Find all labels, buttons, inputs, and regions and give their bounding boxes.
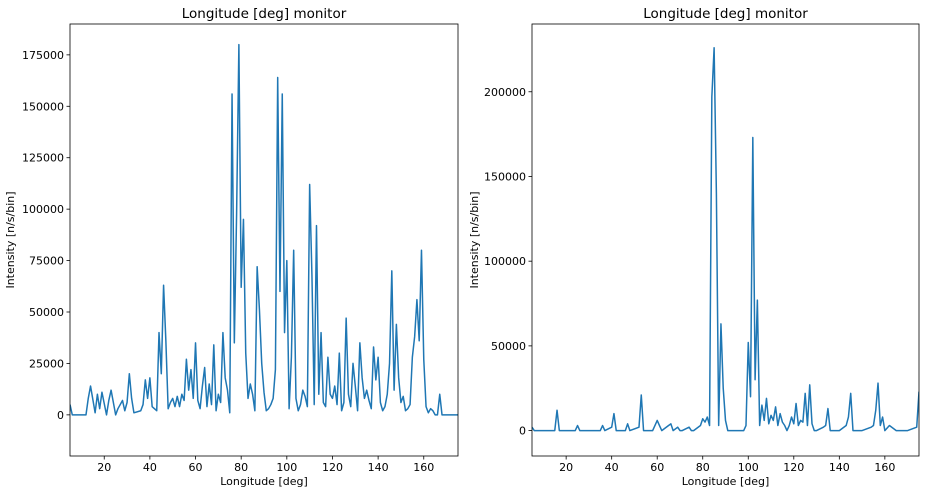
right-x-tick-label: 20 — [559, 461, 573, 474]
right-chart: 20 40 60 80 100 120 140 160 0 50000 100000 150000 20… — [468, 6, 920, 488]
left-x-axis-label: Longitude [deg] — [220, 475, 308, 488]
left-x-tick-label: 140 — [368, 461, 389, 474]
left-chart: 20 40 60 80 100 120 140 160 0 25000 50000 75000 1000… — [4, 6, 459, 488]
left-x-tick-label: 20 — [97, 461, 111, 474]
right-axes-frame — [531, 23, 920, 457]
left-x-tick-label: 40 — [143, 461, 157, 474]
left-x-tick-label: 160 — [413, 461, 434, 474]
right-x-tick-label: 100 — [738, 461, 759, 474]
left-y-tick-label: 75000 — [29, 255, 64, 268]
right-x-tick-label: 40 — [605, 461, 619, 474]
right-y-tick-label: 100000 — [484, 255, 526, 268]
left-x-tick-label: 80 — [234, 461, 248, 474]
left-chart-title: Longitude [deg] monitor — [182, 6, 347, 22]
left-y-tick-label: 25000 — [29, 357, 64, 370]
left-x-tick-label: 100 — [276, 461, 297, 474]
right-x-tick-label: 120 — [783, 461, 804, 474]
right-x-tick-label: 80 — [696, 461, 710, 474]
right-chart-title: Longitude [deg] monitor — [643, 6, 808, 22]
left-y-tick-label: 125000 — [22, 152, 64, 165]
left-y-tick-label: 0 — [57, 409, 64, 422]
left-y-tick-label: 150000 — [22, 100, 64, 113]
left-axes-frame — [69, 23, 459, 457]
left-y-tick-label: 100000 — [22, 203, 64, 216]
left-x-tick-label: 60 — [189, 461, 203, 474]
right-data-series-line — [532, 46, 919, 432]
right-y-tick-label: 50000 — [491, 340, 526, 353]
left-y-tick-label: 50000 — [29, 306, 64, 319]
right-x-axis-label: Longitude [deg] — [682, 475, 770, 488]
left-data-series-line — [70, 43, 458, 416]
right-x-tick-label: 160 — [874, 461, 895, 474]
right-x-tick-label: 60 — [650, 461, 664, 474]
right-x-tick-label: 140 — [829, 461, 850, 474]
right-y-axis-label: Intensity [n/s/bin] — [468, 191, 481, 288]
right-y-tick-label: 200000 — [484, 86, 526, 99]
left-y-tick-label: 175000 — [22, 49, 64, 62]
right-y-tick-label: 150000 — [484, 170, 526, 183]
left-y-axis-label: Intensity [n/s/bin] — [4, 191, 17, 288]
right-y-tick-label: 0 — [519, 425, 526, 438]
left-x-tick-label: 120 — [322, 461, 343, 474]
